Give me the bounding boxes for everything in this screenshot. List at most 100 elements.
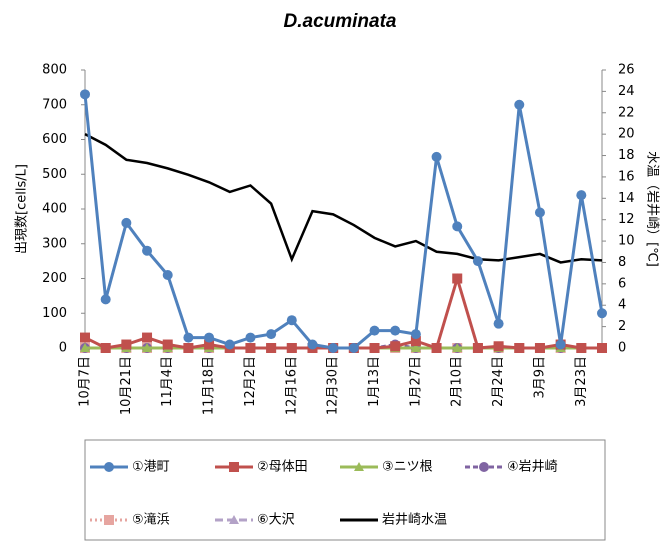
data-point <box>431 151 442 162</box>
data-point <box>224 339 235 350</box>
legend-marker <box>354 462 364 471</box>
legend-label: ③ニツ根 <box>382 460 433 475</box>
y2-tick-label: 16 <box>618 169 635 184</box>
x-tick-label: 12月2日 <box>243 356 258 407</box>
data-point <box>162 270 173 281</box>
y-tick-label: 700 <box>42 97 67 112</box>
data-point <box>452 273 463 284</box>
y2-tick-label: 10 <box>618 234 635 249</box>
x-tick-label: 12月30日 <box>326 356 341 415</box>
data-point <box>410 329 421 340</box>
data-point <box>245 343 256 353</box>
data-point <box>410 343 421 352</box>
y-tick-label: 800 <box>42 63 67 78</box>
y-tick-label: 100 <box>42 306 67 321</box>
y-axis-label: 出現数[cells/L] <box>15 164 30 254</box>
data-point <box>348 343 359 353</box>
x-tick-label: 11月4日 <box>160 356 175 407</box>
data-point <box>576 190 587 201</box>
data-point <box>369 325 380 336</box>
y2-tick-label: 22 <box>618 105 635 120</box>
legend-marker <box>229 462 239 472</box>
y2-tick-label: 20 <box>618 127 635 142</box>
data-point <box>266 343 277 353</box>
x-tick-label: 3月23日 <box>574 356 589 407</box>
data-point <box>307 339 318 350</box>
data-point <box>534 207 545 218</box>
data-point <box>597 343 607 353</box>
data-point <box>452 221 463 232</box>
data-point <box>597 308 607 319</box>
legend-marker <box>479 462 489 472</box>
y2-tick-label: 26 <box>618 63 635 78</box>
y2-tick-label: 0 <box>618 341 626 356</box>
y-tick-label: 500 <box>42 167 67 182</box>
y2-tick-label: 18 <box>618 148 635 163</box>
legend-label: ②母体田 <box>257 460 308 475</box>
y2-axis-label: 水温（岩井崎）[℃] <box>645 151 660 267</box>
x-tick-label: 10月7日 <box>78 356 93 407</box>
chart-title: D.acuminata <box>284 11 397 32</box>
y2-tick-label: 6 <box>618 276 626 291</box>
x-tick-label: 10月21日 <box>119 356 134 415</box>
data-point <box>80 332 90 343</box>
data-point <box>286 315 297 326</box>
data-point <box>204 332 215 343</box>
y-tick-label: 200 <box>42 271 67 286</box>
data-point <box>121 339 132 350</box>
x-tick-label: 1月27日 <box>408 356 423 407</box>
x-tick-label: 2月10日 <box>450 356 465 407</box>
y2-tick-label: 4 <box>618 298 626 313</box>
data-point <box>142 245 153 256</box>
x-tick-label: 12月16日 <box>284 356 299 415</box>
x-tick-label: 3月9日 <box>532 356 547 399</box>
data-point <box>390 325 401 336</box>
series-line <box>84 273 602 350</box>
data-point <box>142 343 153 352</box>
data-point <box>514 343 525 353</box>
data-point <box>576 343 587 353</box>
data-point <box>431 343 442 353</box>
data-point <box>183 343 194 353</box>
legend-marker <box>229 515 239 524</box>
data-point <box>286 343 297 353</box>
y2-tick-label: 24 <box>618 84 635 99</box>
legend-label: 岩井崎水温 <box>382 513 447 528</box>
data-point <box>472 343 483 353</box>
y2-tick-label: 14 <box>618 191 635 206</box>
data-point <box>245 332 256 343</box>
data-point <box>493 318 504 329</box>
data-point <box>410 336 421 347</box>
x-tick-label: 1月13日 <box>367 356 382 407</box>
y2-tick-label: 12 <box>618 212 635 227</box>
data-point <box>100 343 111 353</box>
data-point <box>142 332 153 343</box>
legend-marker <box>104 515 114 525</box>
y2-tick-label: 8 <box>618 255 626 270</box>
data-point <box>121 217 132 228</box>
data-point <box>266 329 277 340</box>
legend-marker <box>104 462 114 472</box>
data-point <box>534 343 545 353</box>
y-tick-label: 600 <box>42 132 67 147</box>
legend-label: ⑤滝浜 <box>132 513 170 528</box>
data-point <box>555 339 566 350</box>
data-point <box>162 339 173 350</box>
data-point <box>369 343 380 353</box>
data-point <box>204 339 215 350</box>
y-tick-label: 0 <box>59 341 67 356</box>
data-point <box>80 89 90 100</box>
y-tick-label: 400 <box>42 202 67 217</box>
legend-label: ⑥大沢 <box>257 513 295 528</box>
data-point <box>183 332 194 343</box>
data-point <box>514 99 525 110</box>
legend-box <box>84 439 606 541</box>
series-line <box>84 133 603 264</box>
data-point <box>472 256 483 267</box>
data-point <box>328 343 339 353</box>
data-point <box>390 341 401 352</box>
x-tick-label: 11月18日 <box>202 356 217 415</box>
y-tick-label: 300 <box>42 236 67 251</box>
y2-tick-label: 2 <box>618 319 626 334</box>
